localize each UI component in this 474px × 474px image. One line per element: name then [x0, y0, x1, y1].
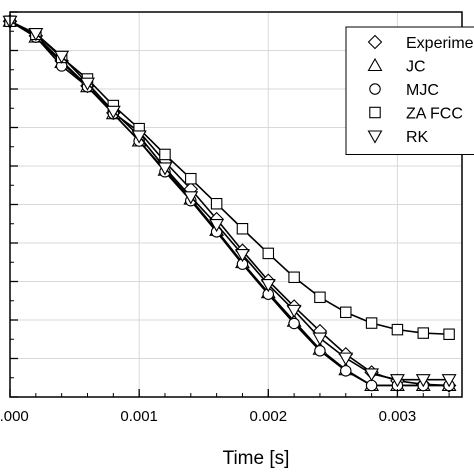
legend: Experiment JC MJC ZA FCC RK — [345, 26, 474, 155]
point-za-fcc — [417, 327, 430, 339]
point-rk — [389, 374, 405, 388]
x-tick-label: 0.000 — [0, 408, 29, 425]
legend-label: RK — [406, 129, 429, 146]
point-rk — [286, 304, 302, 318]
point-za-fcc — [340, 306, 352, 319]
axes: 0.000 0.001 0.002 0.003 — [0, 11, 450, 425]
point-rk — [80, 77, 95, 91]
point-rk — [312, 332, 328, 346]
legend-label: MJC — [406, 82, 439, 99]
x-tick-label: 0.002 — [250, 408, 288, 425]
point-rk — [28, 28, 44, 42]
point-rk — [338, 352, 354, 366]
point-rk — [183, 191, 199, 205]
point-za-fcc — [262, 247, 275, 260]
point-za-fcc — [185, 172, 197, 185]
legend-box — [345, 26, 474, 155]
point-mjc — [314, 345, 326, 357]
point-za-fcc — [391, 323, 404, 336]
point-rk — [157, 162, 173, 176]
point-rk — [441, 374, 457, 388]
point-za-fcc — [210, 197, 223, 210]
legend-label: Experiment — [406, 35, 474, 52]
point-mjc — [340, 365, 352, 377]
point-za-fcc — [314, 291, 326, 304]
series-rk — [2, 15, 457, 388]
x-axis-label: Time [s] — [223, 448, 290, 469]
point-rk — [209, 218, 225, 233]
legend-label: JC — [406, 59, 426, 76]
legend-label: ZA FCC — [406, 106, 463, 123]
legend-marker — [367, 34, 383, 50]
point-za-fcc — [443, 328, 455, 340]
point-mjc — [365, 379, 378, 392]
series-layer — [2, 13, 457, 393]
point-rk — [364, 368, 380, 382]
point-za-fcc — [236, 223, 249, 235]
legend-marker — [369, 106, 381, 119]
point-rk — [105, 105, 121, 119]
point-rk — [260, 279, 276, 293]
legend-marker — [369, 83, 381, 95]
point-rk — [131, 130, 147, 144]
x-tick-label: 0.003 — [379, 408, 417, 425]
point-za-fcc — [365, 317, 378, 329]
legend-marker — [367, 130, 383, 144]
x-tick-label: 0.001 — [120, 408, 158, 425]
legend-marker — [367, 57, 383, 72]
point-rk — [235, 249, 250, 263]
point-za-fcc — [288, 271, 300, 284]
point-rk — [54, 50, 70, 64]
point-za-fcc — [159, 148, 171, 161]
point-mjc — [288, 317, 300, 330]
point-rk — [415, 374, 431, 388]
